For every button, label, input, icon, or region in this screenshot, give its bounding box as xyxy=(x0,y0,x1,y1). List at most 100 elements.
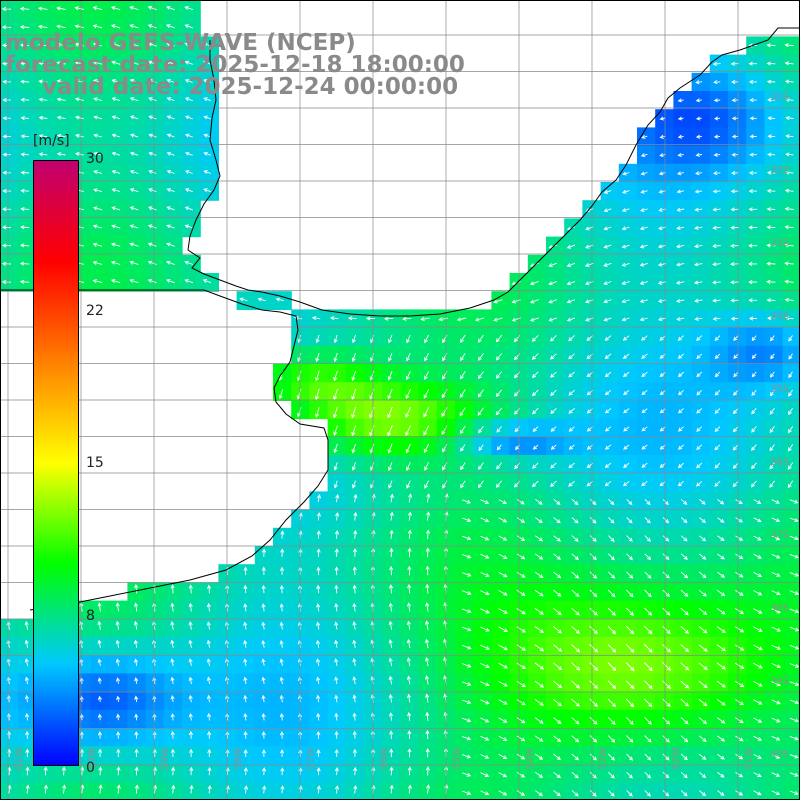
wind-arrow xyxy=(568,408,575,414)
wind-arrow xyxy=(352,694,357,703)
wind-arrow xyxy=(279,603,284,612)
wind-arrow xyxy=(129,188,139,193)
wind-arrow xyxy=(111,78,121,83)
wind-arrow xyxy=(111,60,121,65)
wind-arrow xyxy=(641,371,648,377)
wind-arrow xyxy=(462,754,472,759)
wind-arrow xyxy=(621,317,630,322)
wind-arrow xyxy=(97,620,102,630)
wind-arrow xyxy=(92,279,103,284)
wind-arrow xyxy=(696,371,703,378)
wind-arrow xyxy=(607,680,617,690)
wind-arrow xyxy=(698,644,708,652)
wind-arrow xyxy=(749,98,757,103)
wind-arrow xyxy=(607,589,616,598)
wind-arrow xyxy=(387,425,393,437)
wind-arrow xyxy=(477,480,484,489)
wind-arrow xyxy=(553,517,561,524)
wind-arrow xyxy=(20,188,30,193)
wind-arrow xyxy=(280,548,285,557)
wind-arrow xyxy=(111,169,121,174)
wind-arrow xyxy=(734,626,745,633)
wind-arrow xyxy=(534,608,544,615)
wind-arrow xyxy=(462,772,472,777)
wind-arrow xyxy=(480,499,490,504)
wind-arrow xyxy=(571,717,580,725)
wind-arrow xyxy=(20,79,30,84)
wind-arrow xyxy=(749,116,757,121)
wind-arrow xyxy=(552,644,563,652)
wind-arrow xyxy=(206,621,211,630)
wind-arrow xyxy=(789,717,799,723)
wind-arrow xyxy=(2,116,11,121)
wind-arrow xyxy=(20,61,30,66)
wind-arrow xyxy=(116,713,121,721)
wind-arrow xyxy=(675,262,685,267)
wind-arrow xyxy=(280,785,285,794)
wind-arrow xyxy=(712,280,721,285)
wind-arrow xyxy=(166,188,175,193)
wind-arrow xyxy=(626,589,634,598)
wind-arrow xyxy=(529,280,539,286)
wind-arrow xyxy=(188,694,193,703)
wind-arrow xyxy=(353,784,358,794)
wind-arrow xyxy=(730,280,739,285)
wind-arrow xyxy=(607,571,616,579)
wind-arrow xyxy=(184,60,193,65)
wind-arrow xyxy=(498,717,508,723)
wind-arrow xyxy=(477,371,484,380)
wind-arrow xyxy=(97,695,102,702)
wind-arrow xyxy=(676,316,685,322)
wind-arrow xyxy=(498,772,508,778)
title-forecast-date: forecast date: 2025-12-18 18:00:00 xyxy=(5,52,465,78)
wind-arrow xyxy=(785,115,794,121)
wind-arrow xyxy=(111,24,121,29)
wind-arrow xyxy=(753,626,763,632)
wind-arrow xyxy=(97,602,102,612)
wind-arrow xyxy=(516,535,526,541)
wind-arrow xyxy=(389,529,394,539)
wind-arrow xyxy=(717,772,725,778)
wind-speed-cell xyxy=(728,782,747,800)
wind-arrow xyxy=(279,731,285,739)
wind-arrow xyxy=(734,608,745,615)
wind-arrow xyxy=(659,353,666,359)
wind-arrow xyxy=(351,352,356,363)
wind-arrow xyxy=(751,353,757,360)
wind-arrow xyxy=(753,535,762,541)
wind-arrow xyxy=(389,547,394,558)
wind-arrow xyxy=(206,658,211,666)
wind-arrow xyxy=(352,566,357,576)
wind-arrow xyxy=(622,480,630,487)
wind-arrow xyxy=(170,713,175,721)
wind-arrow xyxy=(352,676,357,685)
wind-arrow xyxy=(115,639,120,648)
wind-arrow xyxy=(262,785,267,794)
wind-arrow xyxy=(243,730,248,739)
wind-arrow xyxy=(626,790,633,797)
wind-arrow xyxy=(748,61,757,66)
wind-arrow xyxy=(110,260,121,265)
wind-arrow xyxy=(24,639,29,648)
wind-arrow xyxy=(480,754,490,759)
wind-arrow xyxy=(662,790,670,797)
wind-arrow xyxy=(480,608,490,614)
wind-arrow xyxy=(696,480,703,487)
wind-arrow xyxy=(553,735,562,743)
lat-label: 34S xyxy=(770,311,790,322)
wind-arrow xyxy=(148,188,157,193)
wind-arrow xyxy=(716,662,727,670)
wind-speed-cell xyxy=(782,582,800,602)
wind-arrow xyxy=(639,262,648,267)
wind-arrow xyxy=(134,766,139,776)
wind-arrow xyxy=(639,317,648,322)
wind-arrow xyxy=(644,553,652,561)
wind-arrow xyxy=(314,388,320,401)
wind-arrow xyxy=(566,317,576,322)
wind-arrow xyxy=(334,566,339,576)
wind-arrow xyxy=(408,493,413,503)
wind-arrow xyxy=(753,590,763,596)
wind-arrow xyxy=(166,242,175,247)
wind-arrow xyxy=(771,644,782,650)
wind-arrow xyxy=(388,639,393,648)
